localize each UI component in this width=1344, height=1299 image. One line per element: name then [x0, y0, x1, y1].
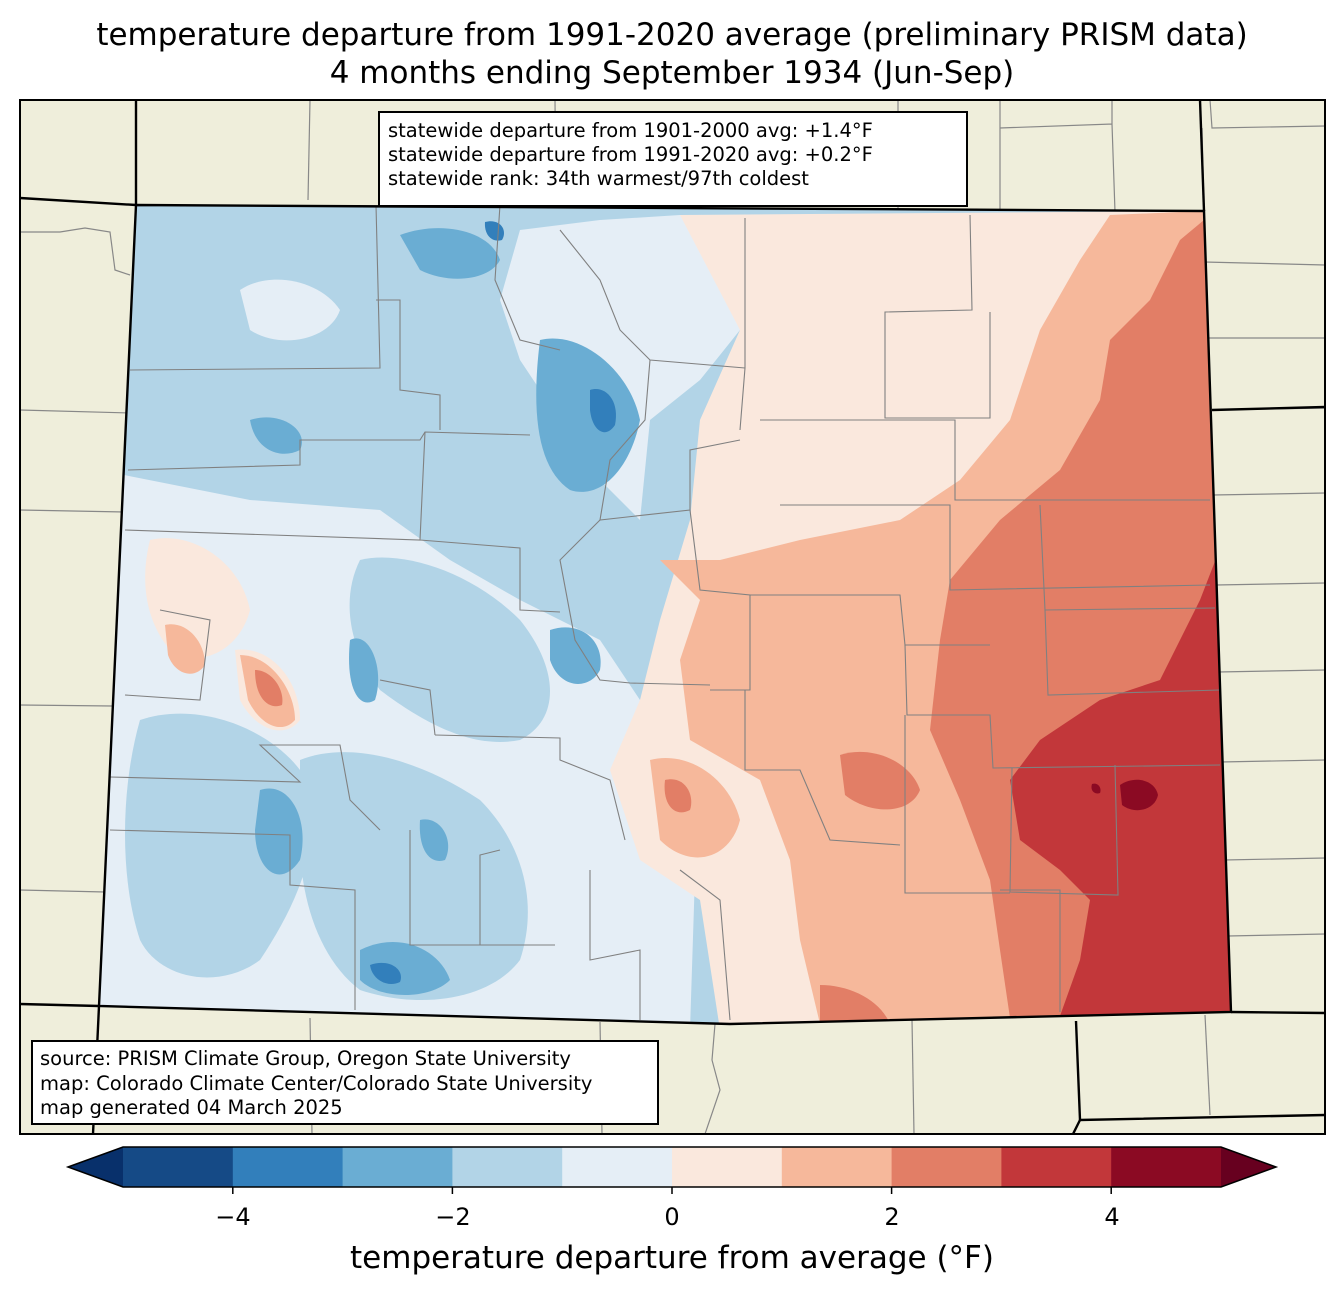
zone-neg3-2 [250, 228, 640, 995]
colorbar-bin [232, 1147, 344, 1187]
zone-neg2-1-west [125, 713, 313, 978]
colorbar-bin [781, 1147, 893, 1187]
state-borders [20, 100, 1325, 1134]
colorbar-bin [452, 1147, 563, 1187]
statewide-stats-box: statewide departure from 1901-2000 avg: … [378, 111, 968, 207]
zone-4-5-spot [1091, 783, 1101, 794]
zone-neg1-0-northwest [240, 279, 340, 341]
colorbar-bin [1111, 1147, 1222, 1187]
map-title: temperature departure from 1991-2020 ave… [96, 17, 1248, 53]
colorado-border [97, 203, 1233, 1026]
zone-neg4-3 [370, 221, 616, 985]
stats-departure-1991-2020: statewide departure from 1991-2020 avg: … [388, 143, 873, 166]
colorbar-tick-label: 4 [1104, 1203, 1120, 1231]
colorado-county-lines [109, 205, 1221, 1021]
generated-date-line: map generated 04 March 2025 [40, 1096, 343, 1119]
colorbar-tick-label: −2 [435, 1203, 471, 1231]
colorbar-bin [123, 1147, 234, 1187]
colorbar-tick-label: −4 [215, 1203, 251, 1231]
colorbar-tick-label: 0 [664, 1203, 680, 1231]
stats-rank: statewide rank: 34th warmest/97th coldes… [388, 167, 809, 190]
colorbar-bin [562, 1147, 673, 1187]
source-box: source: PRISM Climate Group, Oregon Stat… [31, 1040, 659, 1125]
zone-4-5 [1120, 779, 1158, 811]
colorbar-bin [1001, 1147, 1112, 1187]
colorbar-under-arrow [68, 1147, 123, 1187]
zone-neg1-0-north [500, 215, 750, 520]
map-subtitle: 4 months ending September 1934 (Jun-Sep) [329, 55, 1015, 91]
colorbar-bin [342, 1147, 453, 1187]
colorbar-label: temperature departure from average (°F) [350, 1240, 994, 1276]
map-credit-line: map: Colorado Climate Center/Colorado St… [40, 1071, 593, 1095]
map-frame [19, 99, 1326, 1135]
zone-2-3-spot2 [664, 779, 692, 813]
zone-neg2-1-central [349, 557, 550, 742]
colorbar-outline [65, 1146, 1279, 1188]
colorbar-bin [672, 1147, 783, 1187]
temperature-departure-field [99, 205, 1231, 1024]
zone-2-3-spot [840, 751, 920, 810]
colorbar-tick-label: 2 [884, 1203, 900, 1231]
zone-1-2-west [165, 624, 205, 674]
zone-3-4 [1010, 520, 1231, 1016]
zone-2-3-west [255, 670, 283, 707]
colorbar-over-arrow [1221, 1147, 1276, 1187]
zone-neg2-1-southwest [300, 752, 528, 1000]
stats-departure-1901-2000: statewide departure from 1901-2000 avg: … [388, 119, 873, 142]
source-line: source: PRISM Climate Group, Oregon Stat… [40, 1047, 571, 1070]
colorbar-bin [891, 1147, 1002, 1187]
zone-2-3-south [820, 985, 890, 1024]
colorbar [65, 1146, 1279, 1194]
